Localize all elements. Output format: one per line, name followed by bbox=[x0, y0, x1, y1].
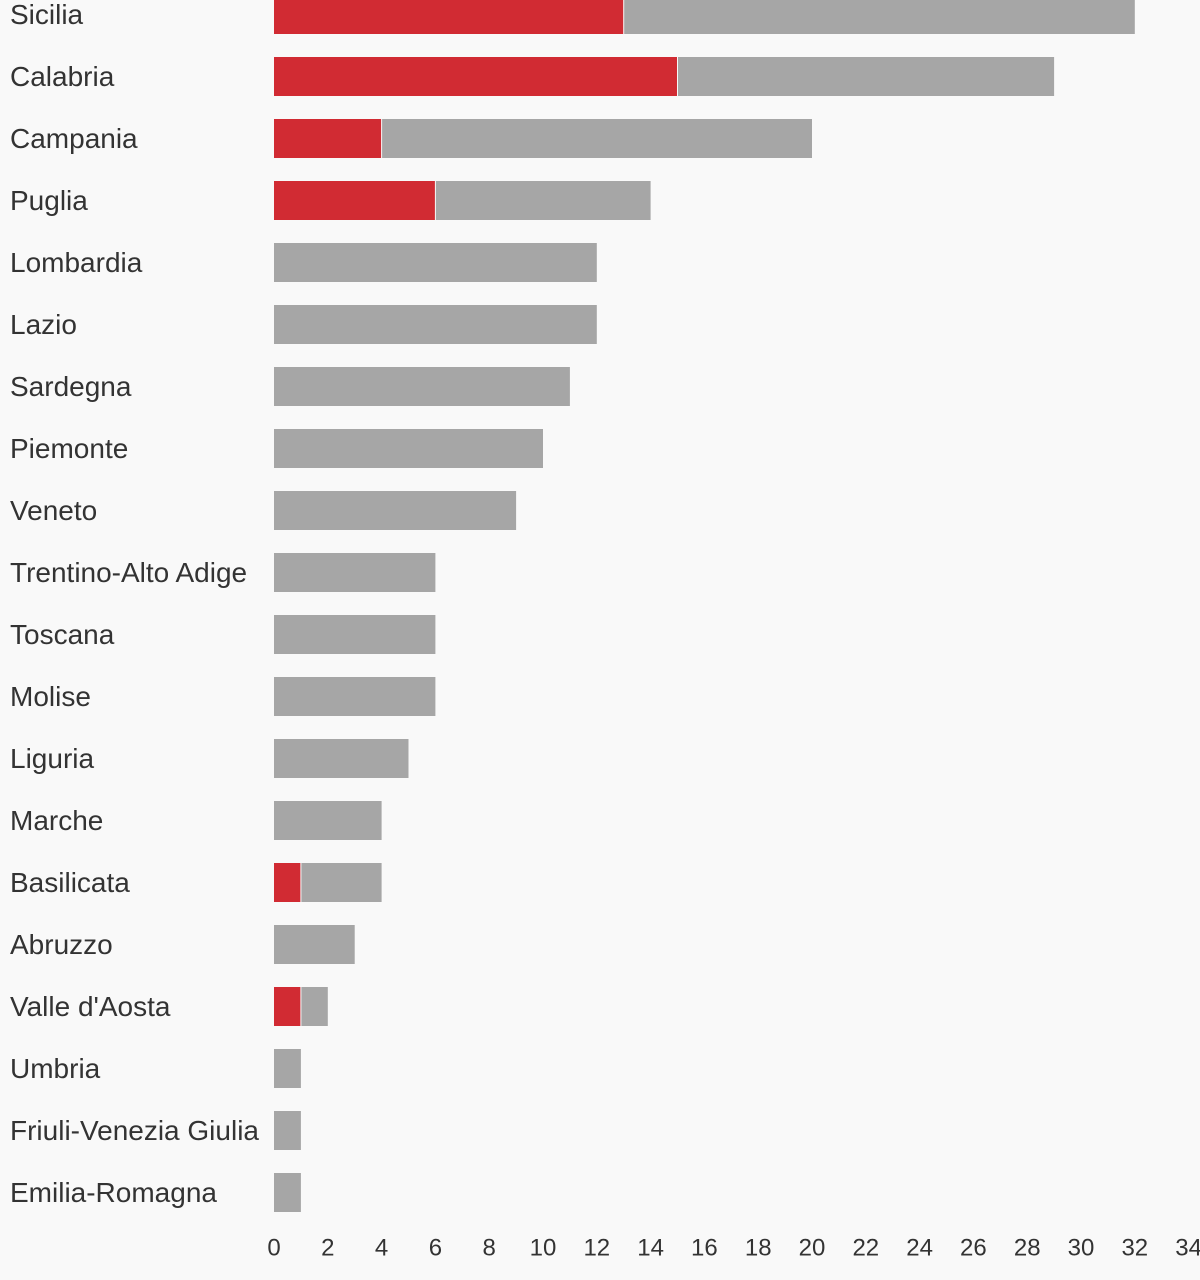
category-label-trentino-alto-adige: Trentino-Alto Adige bbox=[10, 557, 247, 588]
bar-campania-series-1 bbox=[274, 119, 382, 158]
x-tick-label-10: 10 bbox=[530, 1235, 557, 1262]
category-label-molise: Molise bbox=[10, 681, 91, 712]
category-label-lombardia: Lombardia bbox=[10, 247, 143, 278]
bar-lazio-series-2 bbox=[274, 305, 597, 344]
bar-valle-d-aosta-series-2 bbox=[300, 987, 328, 1026]
x-tick-label-32: 32 bbox=[1121, 1235, 1148, 1262]
x-tick-label-22: 22 bbox=[852, 1235, 879, 1262]
x-tick-label-18: 18 bbox=[745, 1235, 772, 1262]
x-tick-label-34: 34 bbox=[1175, 1235, 1200, 1262]
bar-friuli-venezia-giulia-series-2 bbox=[274, 1111, 301, 1150]
bar-puglia-series-1 bbox=[274, 181, 436, 220]
bar-marche-series-2 bbox=[274, 801, 382, 840]
bar-puglia-series-2 bbox=[435, 181, 651, 220]
bar-umbria-series-2 bbox=[274, 1049, 301, 1088]
category-label-umbria: Umbria bbox=[10, 1053, 101, 1084]
bar-veneto-series-2 bbox=[274, 491, 517, 530]
bar-lombardia-series-2 bbox=[274, 243, 597, 282]
category-label-puglia: Puglia bbox=[10, 185, 88, 216]
bar-sardegna-series-2 bbox=[274, 367, 570, 406]
bar-toscana-series-2 bbox=[274, 615, 436, 654]
category-label-sardegna: Sardegna bbox=[10, 371, 132, 402]
category-label-campania: Campania bbox=[10, 123, 138, 154]
x-tick-label-26: 26 bbox=[960, 1235, 987, 1262]
category-label-marche: Marche bbox=[10, 805, 103, 836]
bar-emilia-romagna-series-2 bbox=[274, 1173, 301, 1212]
bar-basilicata-series-1 bbox=[274, 863, 301, 902]
bar-calabria-series-2 bbox=[677, 57, 1055, 96]
category-label-emilia-romagna: Emilia-Romagna bbox=[10, 1177, 217, 1208]
category-label-calabria: Calabria bbox=[10, 61, 115, 92]
x-tick-label-12: 12 bbox=[583, 1235, 610, 1262]
category-label-toscana: Toscana bbox=[10, 619, 115, 650]
x-tick-label-6: 6 bbox=[429, 1235, 442, 1262]
bar-valle-d-aosta-series-1 bbox=[274, 987, 301, 1026]
x-tick-label-28: 28 bbox=[1014, 1235, 1041, 1262]
x-tick-label-24: 24 bbox=[906, 1235, 933, 1262]
bar-abruzzo-series-2 bbox=[274, 925, 355, 964]
category-label-valle-d-aosta: Valle d'Aosta bbox=[10, 991, 171, 1022]
category-label-basilicata: Basilicata bbox=[10, 867, 130, 898]
category-label-friuli-venezia-giulia: Friuli-Venezia Giulia bbox=[10, 1115, 259, 1146]
x-tick-label-0: 0 bbox=[267, 1235, 280, 1262]
bar-trentino-alto-adige-series-2 bbox=[274, 553, 436, 592]
category-label-liguria: Liguria bbox=[10, 743, 94, 774]
category-label-sicilia: Sicilia bbox=[10, 0, 84, 30]
x-tick-label-4: 4 bbox=[375, 1235, 388, 1262]
category-label-abruzzo: Abruzzo bbox=[10, 929, 113, 960]
bar-molise-series-2 bbox=[274, 677, 436, 716]
x-tick-label-30: 30 bbox=[1068, 1235, 1095, 1262]
bar-calabria-series-1 bbox=[274, 57, 678, 96]
category-label-veneto: Veneto bbox=[10, 495, 97, 526]
category-labels: Sicilia Calabria Campania Puglia Lombardia La… bbox=[10, 0, 259, 1208]
bars bbox=[274, 0, 1135, 1212]
bar-campania-series-2 bbox=[381, 119, 812, 158]
x-tick-label-16: 16 bbox=[691, 1235, 718, 1262]
x-tick-label-20: 20 bbox=[799, 1235, 826, 1262]
x-tick-label-14: 14 bbox=[637, 1235, 664, 1262]
bar-liguria-series-2 bbox=[274, 739, 409, 778]
x-axis: 0 2 4 6 8 10 12 14 16 18 20 22 24 26 28 30 32 34 bbox=[267, 1235, 1200, 1262]
bar-sicilia-series-1 bbox=[274, 0, 624, 34]
x-tick-label-8: 8 bbox=[483, 1235, 496, 1262]
x-tick-label-2: 2 bbox=[321, 1235, 334, 1262]
bar-sicilia-series-2 bbox=[623, 0, 1135, 34]
category-label-lazio: Lazio bbox=[10, 309, 77, 340]
bar-piemonte-series-2 bbox=[274, 429, 543, 468]
category-label-piemonte: Piemonte bbox=[10, 433, 128, 464]
bar-basilicata-series-2 bbox=[300, 863, 382, 902]
